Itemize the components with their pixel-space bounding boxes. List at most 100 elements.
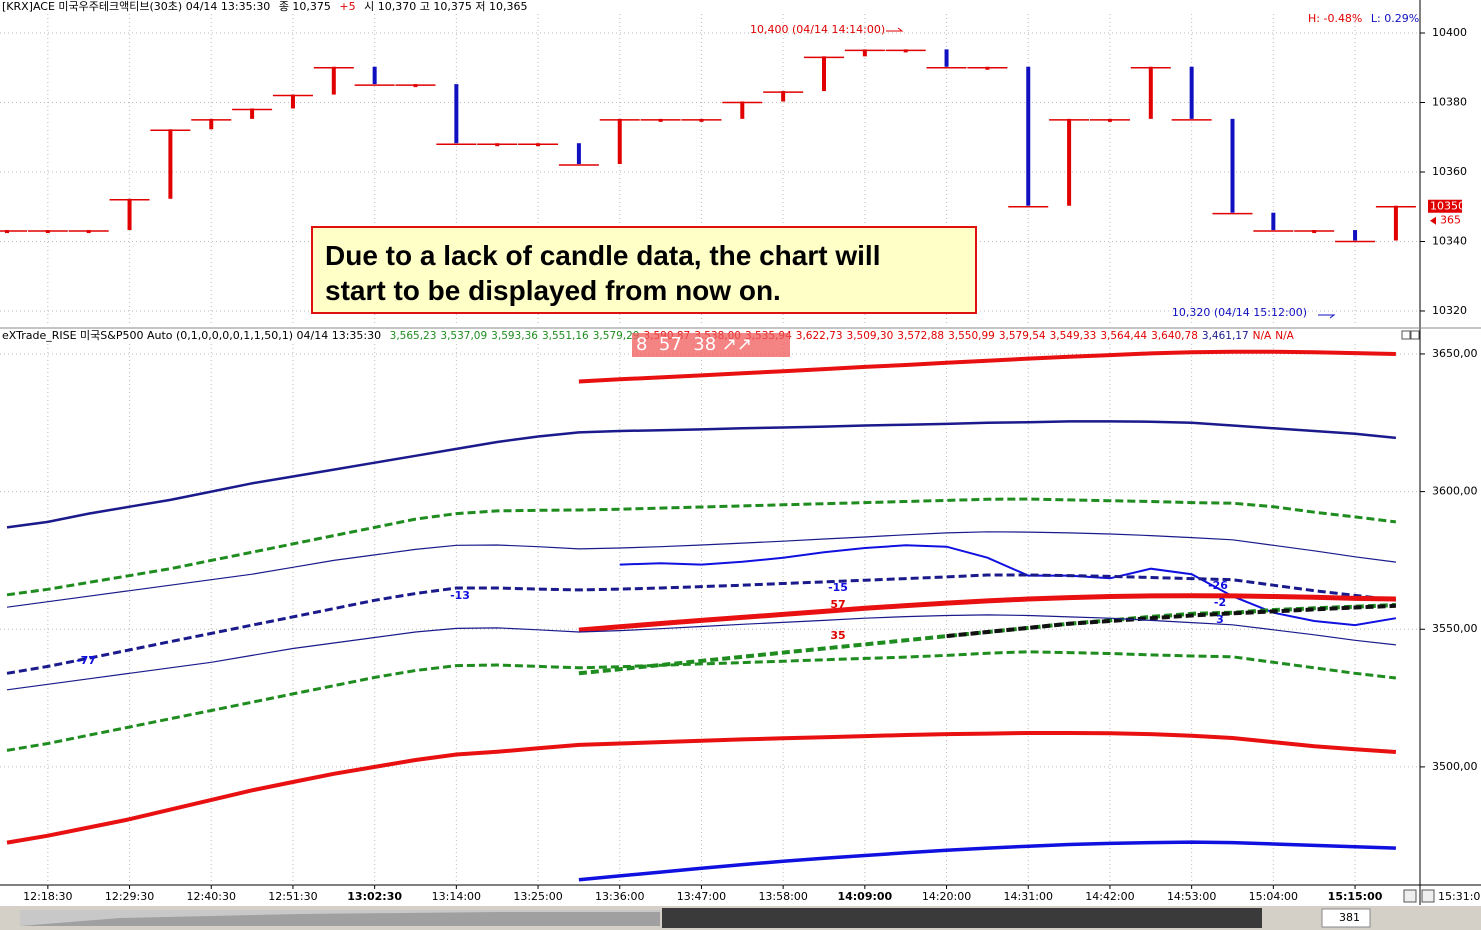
readout: N/A	[1252, 330, 1272, 342]
readout: 3,461,17	[1201, 330, 1249, 342]
y-tick-label: 3500,00	[1432, 760, 1478, 773]
price-bar	[45, 230, 50, 234]
range-header: H: -0.48% L: 0.29%	[1308, 12, 1424, 26]
price-bar	[1393, 205, 1398, 241]
readout: 3,509,30	[846, 330, 894, 342]
x-tick-label: 15:15:00	[1328, 890, 1383, 903]
price-tag-arrow	[1430, 216, 1436, 225]
price-bar	[1148, 66, 1153, 119]
indicator-line	[6, 573, 1397, 675]
x-tick-label: 14:53:00	[1167, 890, 1216, 903]
price-tag-box	[1428, 199, 1462, 213]
price-bar	[1189, 66, 1194, 119]
readout: 3,549,33	[1049, 330, 1097, 342]
y-tick-label: 10320	[1432, 304, 1467, 317]
readout: 3,593,36	[491, 330, 538, 342]
annotation-arrow	[1318, 314, 1336, 319]
readout: N/A	[1275, 330, 1294, 342]
indicator-annotation: 57	[830, 598, 845, 611]
price-bar	[495, 143, 500, 147]
x-tick-label: 13:36:00	[595, 890, 644, 903]
indicator-annotation: -13	[450, 589, 470, 602]
bar-count: 381	[1339, 911, 1360, 924]
price-bar	[5, 230, 9, 234]
x-tick-label: 13:58:00	[758, 890, 807, 903]
price-bar	[536, 143, 541, 147]
x-tick-label: 14:09:00	[837, 890, 892, 903]
x-tick-label: 12:51:30	[268, 890, 317, 903]
indicator-line	[6, 614, 1396, 691]
scroll-thumb[interactable]	[662, 908, 1262, 928]
price-bar	[658, 118, 663, 122]
indicator-line	[6, 731, 1397, 845]
readout: 3,537,09	[440, 330, 488, 342]
price-bar	[617, 118, 622, 165]
indicator-line	[6, 531, 1396, 608]
top-header: [KRX]ACE 미국우주테크액티브(30초) 04/14 13:35:30 종…	[2, 0, 532, 14]
indicator-line	[6, 650, 1397, 752]
readout: 3,572,88	[897, 330, 945, 342]
x-tick-label: 13:14:00	[432, 890, 481, 903]
price-bar	[1271, 212, 1276, 231]
high-pct: H: -0.48%	[1308, 12, 1363, 25]
readout: 3,564,44	[1100, 330, 1148, 342]
x-tick-label: 13:25:00	[513, 890, 562, 903]
price-bar	[740, 101, 745, 119]
indicator-line	[946, 603, 1396, 639]
pane-minimize[interactable]	[1401, 330, 1411, 340]
y-tick-label: 10380	[1432, 96, 1467, 109]
notice-line: Due to a lack of candle data, the chart …	[325, 240, 881, 271]
price-bar	[944, 49, 949, 67]
indicator-line	[578, 840, 1396, 882]
price-annotation: 10,400 (04/14 14:14:00)	[750, 23, 885, 36]
price-bar	[331, 66, 336, 95]
tool-button[interactable]	[1403, 889, 1417, 903]
price-bar	[1230, 118, 1235, 213]
price-bar	[781, 91, 786, 102]
indicator-annotation: 3	[1216, 613, 1224, 626]
signal-overlay: 8 57 38 ↗↗	[632, 333, 790, 357]
annotation-arrow	[886, 27, 904, 32]
scroll-preview	[20, 912, 660, 926]
price-bar	[1107, 118, 1112, 122]
x-tick-label: 12:18:30	[23, 890, 72, 903]
price-tag-sub: 365	[1440, 214, 1461, 227]
price-tag: 10350	[1430, 200, 1465, 213]
readout: 3,579,29	[592, 330, 640, 342]
indicator-line	[6, 420, 1397, 529]
zoom-button[interactable]	[1421, 889, 1435, 903]
price-bar	[86, 230, 91, 234]
readout: 3,640,78	[1151, 330, 1198, 342]
indicator-line	[6, 497, 1397, 597]
price-bar	[903, 49, 908, 53]
price-bar	[699, 118, 704, 122]
x-tick-label: 14:20:00	[922, 890, 971, 903]
close-quote: 종 10,375	[278, 0, 331, 13]
pane-maximize[interactable]	[1410, 330, 1420, 340]
symbol-title: [KRX]ACE 미국우주테크액티브(30초) 04/14 13:35:30	[2, 0, 271, 13]
price-bar	[250, 108, 255, 119]
readout: 3,550,99	[948, 330, 995, 342]
indicator-annotation: -77	[76, 654, 96, 667]
price-bar	[290, 94, 295, 109]
indicator-annotation: 35	[830, 629, 845, 642]
y-tick-label: 3550,00	[1432, 622, 1478, 635]
x-tick-label: 14:31:00	[1004, 890, 1053, 903]
price-bar	[209, 118, 214, 130]
price-bar	[1353, 230, 1358, 241]
indicator-annotation: -15	[828, 581, 848, 594]
price-bar	[1026, 66, 1031, 206]
price-bar	[1312, 230, 1317, 234]
indicator-annotation: -2	[1214, 596, 1226, 609]
x-tick-label: 12:40:30	[187, 890, 236, 903]
price-bar	[413, 84, 418, 88]
price-bar	[168, 129, 173, 199]
y-tick-label: 3650,00	[1432, 347, 1478, 360]
price-bar	[862, 49, 867, 57]
readout: 3,579,54	[998, 330, 1046, 342]
notice-box: Due to a lack of candle data, the chart …	[311, 226, 977, 314]
price-bar	[454, 84, 459, 144]
y-tick-label: 3600,00	[1432, 485, 1478, 498]
